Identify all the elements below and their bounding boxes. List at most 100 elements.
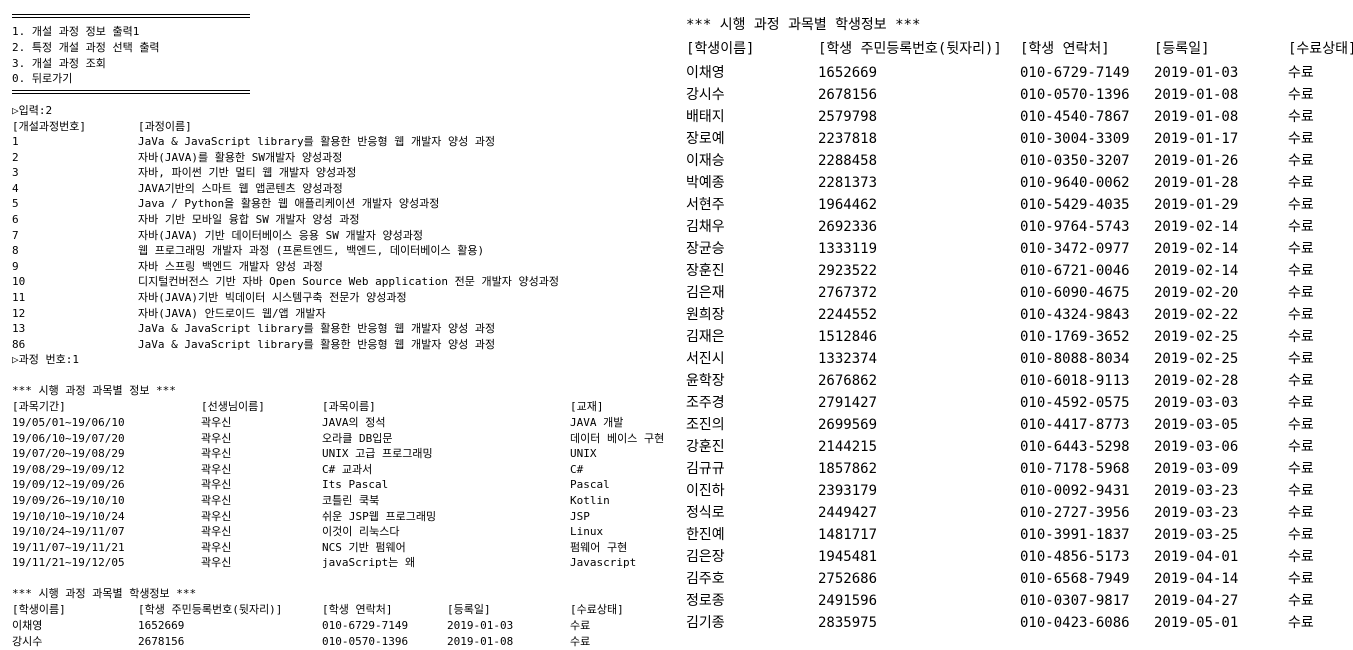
course-number: 7 <box>12 228 19 242</box>
teacher-name: 곽우신 <box>201 556 232 570</box>
completion-status: 수료 <box>1288 417 1314 433</box>
student-id: 2791427 <box>818 395 878 411</box>
student-phone: 010-4592-0575 <box>1020 395 1130 411</box>
student-name: 장훈진 <box>686 263 725 279</box>
registration-date: 2019-03-23 <box>1154 505 1239 521</box>
student-id: 2579798 <box>818 109 878 125</box>
header-student-name: [학생이름] <box>686 41 755 57</box>
student-id: 2281373 <box>818 175 878 191</box>
registration-date: 2019-02-25 <box>1154 329 1239 345</box>
student-phone: 010-0092-9431 <box>1020 483 1130 499</box>
menu-top-rule <box>12 14 250 15</box>
course-name: 자바(JAVA) 기반 데이터베이스 응용 SW 개발자 양성과정 <box>138 228 423 242</box>
course-name: 자바 스프링 백엔드 개발자 양성 과정 <box>138 259 323 273</box>
header-subject-name: [과목이름] <box>322 400 376 413</box>
console-right-panel: *** 시행 과정 과목별 학생정보 *** [학생이름] [학생 주민등록번호… <box>686 0 1353 650</box>
subject-period: 19/10/10~19/10/24 <box>12 509 125 523</box>
registration-date: 2019-01-08 <box>1154 109 1239 125</box>
registration-date: 2019-04-14 <box>1154 571 1239 587</box>
course-number: 86 <box>12 337 26 351</box>
student-name: 정식로 <box>686 505 725 521</box>
student-phone: 010-9764-5743 <box>1020 219 1130 235</box>
student-name: 김기종 <box>686 615 725 631</box>
student-id: 2449427 <box>818 505 878 521</box>
textbook: JAVA 개발 <box>570 416 624 429</box>
student-id: 2767372 <box>818 285 878 301</box>
student-name: 김재은 <box>686 329 725 345</box>
textbook: UNIX <box>570 447 597 461</box>
course-name: JaVa & JavaScript library를 활용한 반응형 웹 개발자… <box>138 322 496 336</box>
registration-date: 2019-03-23 <box>1154 483 1239 499</box>
registration-date: 2019-02-28 <box>1154 373 1239 389</box>
registration-date: 2019-03-25 <box>1154 527 1239 543</box>
registration-date: 2019-02-14 <box>1154 241 1239 257</box>
student-name: 강훈진 <box>686 439 725 455</box>
student-phone: 010-0350-3207 <box>1020 153 1130 169</box>
student-id: 2144215 <box>818 439 878 455</box>
student-name: 강시수 <box>686 87 725 103</box>
completion-status: 수료 <box>1288 153 1314 169</box>
student-id: 2678156 <box>138 634 185 648</box>
course-number: 9 <box>12 259 19 273</box>
student-phone: 010-4417-8773 <box>1020 417 1130 433</box>
completion-status: 수료 <box>570 634 591 648</box>
student-id: 1332374 <box>818 351 878 367</box>
student-id: 1333119 <box>818 241 878 257</box>
header-course-number: [개설과정번호] <box>12 120 86 133</box>
subject-name: C# 교과서 <box>322 462 373 476</box>
registration-date: 2019-03-05 <box>1154 417 1239 433</box>
subject-period: 19/09/12~19/09/26 <box>12 478 125 492</box>
student-name: 김은장 <box>686 549 725 565</box>
student-id: 2752686 <box>818 571 878 587</box>
textbook: 펌웨어 구현 <box>570 540 628 554</box>
registration-date: 2019-01-29 <box>1154 197 1239 213</box>
student-id: 1481717 <box>818 527 878 543</box>
input-prompt: ▷입력:2 <box>12 104 53 117</box>
registration-date: 2019-03-03 <box>1154 395 1239 411</box>
student-phone: 010-6729-7149 <box>1020 65 1130 81</box>
header-student-id: [학생 주민등록번호(뒷자리)] <box>818 41 1002 57</box>
course-number: 6 <box>12 213 19 226</box>
student-name: 정로종 <box>686 593 725 609</box>
course-name: 자바(JAVA)기반 빅데이터 시스템구축 전문가 양성과정 <box>138 291 407 304</box>
course-name: JaVa & JavaScript library를 활용한 반응형 웹 개발자… <box>138 337 496 351</box>
header-teacher-name: [선생님이름] <box>201 400 265 413</box>
course-name: JaVa & JavaScript library를 활용한 반응형 웹 개발자… <box>138 135 496 148</box>
student-phone: 010-1769-3652 <box>1020 329 1130 345</box>
registration-date: 2019-01-03 <box>1154 65 1239 81</box>
registration-date: 2019-04-01 <box>1154 549 1239 565</box>
registration-date: 2019-01-28 <box>1154 175 1239 191</box>
header-subject-period: [과목기간] <box>12 400 66 413</box>
teacher-name: 곽우신 <box>201 540 232 554</box>
student-phone: 010-3991-1837 <box>1020 527 1130 543</box>
student-name: 이진하 <box>686 483 725 499</box>
completion-status: 수료 <box>1288 109 1314 125</box>
student-phone: 010-2727-3956 <box>1020 505 1130 521</box>
teacher-name: 곽우신 <box>201 525 232 539</box>
student-name: 조진의 <box>686 417 725 433</box>
registration-date: 2019-02-14 <box>1154 263 1239 279</box>
course-number: 12 <box>12 306 26 320</box>
student-phone: 010-0570-1396 <box>1020 87 1130 103</box>
registration-date: 2019-04-27 <box>1154 593 1239 609</box>
completion-status: 수료 <box>1288 241 1314 257</box>
registration-date: 2019-01-08 <box>447 634 514 648</box>
textbook: Linux <box>570 525 604 539</box>
header-registration-date: [등록일] <box>447 603 491 616</box>
teacher-name: 곽우신 <box>201 462 232 476</box>
registration-date: 2019-03-09 <box>1154 461 1239 477</box>
subject-name: javaScript는 왜 <box>322 556 416 570</box>
course-name: 디지털컨버전스 기반 자바 Open Source Web applicatio… <box>138 275 559 289</box>
completion-status: 수료 <box>1288 307 1314 323</box>
student-phone: 010-9640-0062 <box>1020 175 1130 191</box>
completion-status: 수료 <box>1288 527 1314 543</box>
subject-period: 19/07/20~19/08/29 <box>12 447 125 461</box>
course-number: 10 <box>12 275 26 289</box>
menu-item-3: 3. 개설 과정 조회 <box>12 57 106 70</box>
student-id: 1512846 <box>818 329 878 345</box>
subject-name: NCS 기반 펌웨어 <box>322 540 406 554</box>
header-textbook: [교재] <box>570 400 604 413</box>
completion-status: 수료 <box>1288 505 1314 521</box>
subject-period: 19/11/21~19/12/05 <box>12 556 125 570</box>
header-student-name: [학생이름] <box>12 603 66 616</box>
